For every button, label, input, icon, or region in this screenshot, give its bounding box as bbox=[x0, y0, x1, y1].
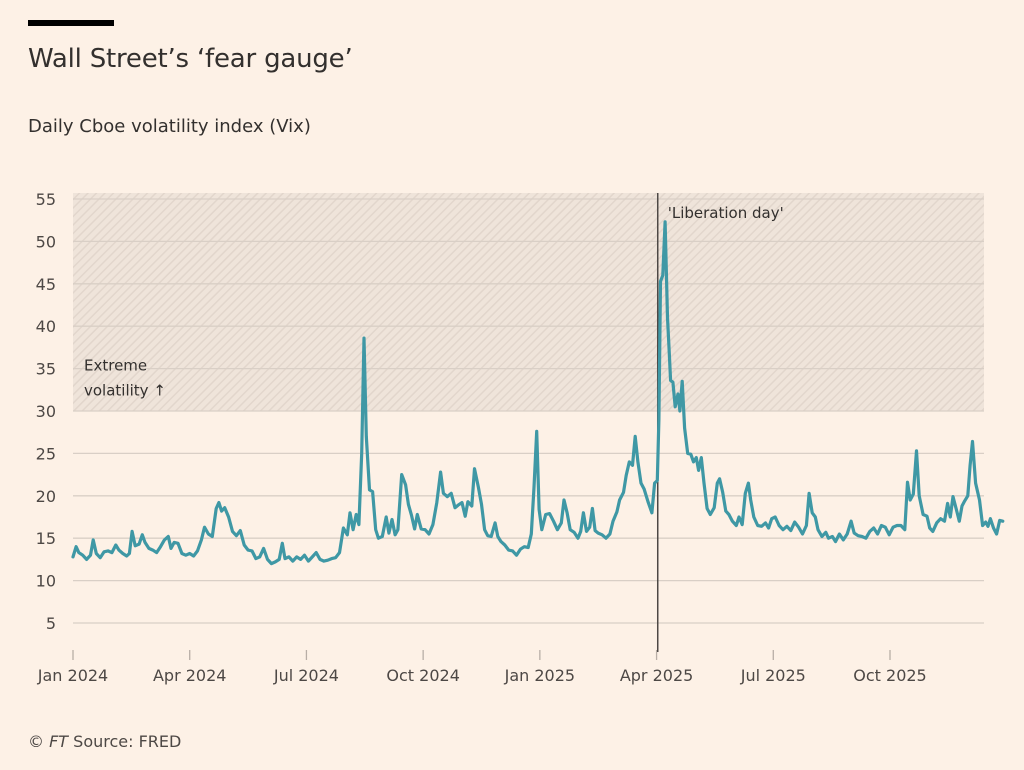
y-tick-label: 5 bbox=[46, 614, 56, 633]
extreme-volatility-label-line1: Extreme bbox=[84, 357, 147, 375]
y-tick-label: 35 bbox=[36, 360, 56, 379]
source-note: © FT Source: FRED bbox=[28, 732, 181, 751]
x-tick-label: Jan 2025 bbox=[504, 666, 575, 685]
y-tick-label: 40 bbox=[36, 317, 56, 336]
x-tick-label: Jan 2024 bbox=[37, 666, 108, 685]
x-tick-label: Jul 2025 bbox=[740, 666, 806, 685]
y-tick-label: 10 bbox=[36, 572, 56, 591]
ft-title-bar bbox=[28, 20, 114, 26]
source-text: Source: FRED bbox=[73, 732, 182, 751]
ft-brand: FT bbox=[49, 732, 69, 751]
x-tick-label: Oct 2025 bbox=[853, 666, 926, 685]
y-tick-label: 30 bbox=[36, 402, 56, 421]
x-tick-label: Jul 2024 bbox=[273, 666, 339, 685]
chart-subtitle: Daily Cboe volatility index (Vix) bbox=[28, 116, 311, 137]
grid-lines bbox=[73, 198, 984, 624]
x-tick-label: Apr 2024 bbox=[153, 666, 226, 685]
y-tick-label: 15 bbox=[36, 529, 56, 548]
x-tick-label: Apr 2025 bbox=[620, 666, 693, 685]
extreme-volatility-shade bbox=[73, 193, 984, 411]
x-tick-label: Oct 2024 bbox=[386, 666, 459, 685]
extreme-volatility-label-line2: volatility ↑ bbox=[84, 382, 166, 400]
x-axis: Jan 2024 Apr 2024 Jul 2024 Oct 2024 Jan 2025… bbox=[37, 650, 927, 685]
y-tick-label: 25 bbox=[36, 444, 56, 463]
y-tick-label: 55 bbox=[36, 190, 56, 209]
y-tick-label: 50 bbox=[36, 232, 56, 251]
vix-series-line bbox=[71, 220, 1005, 566]
y-tick-label: 20 bbox=[36, 487, 56, 506]
copyright-symbol: © bbox=[28, 732, 44, 751]
y-tick-label: 45 bbox=[36, 275, 56, 294]
y-axis: 5 10 15 20 25 30 35 40 45 50 55 bbox=[36, 190, 56, 633]
chart-title: Wall Street’s ‘fear gauge’ bbox=[28, 44, 353, 74]
liberation-day-label: 'Liberation day' bbox=[668, 204, 784, 222]
